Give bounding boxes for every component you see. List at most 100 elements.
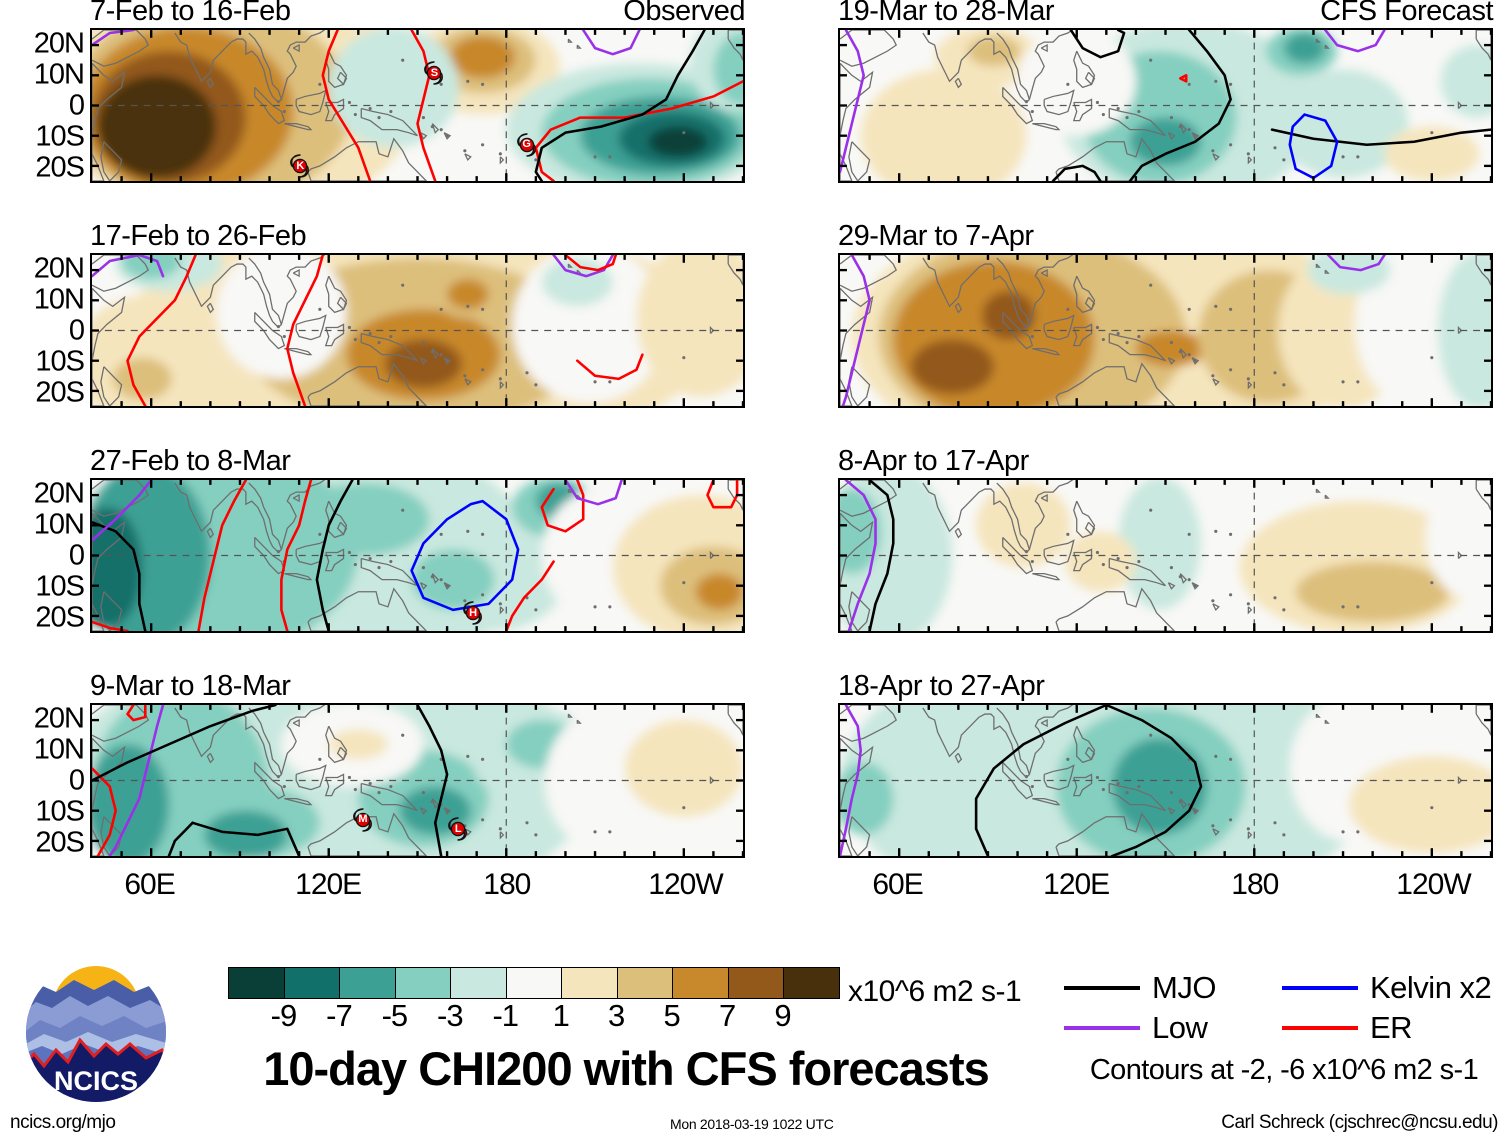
coastlines — [92, 705, 743, 856]
x-tick-label: 120W — [648, 868, 723, 901]
colorbar-tick-label: -7 — [326, 998, 353, 1033]
colorbar-units-label: x10^6 m2 s-1 — [848, 975, 1022, 1008]
y-tick-label: 0 — [68, 764, 85, 796]
panel-title: 8-Apr to 17-Apr — [838, 445, 1029, 477]
map-plot-area — [838, 253, 1493, 408]
x-tick-label: 180 — [1231, 868, 1279, 901]
ncics-logo-text: NCICS — [54, 1066, 138, 1096]
map-plot-area — [838, 703, 1493, 858]
colorbar-tick-label: 7 — [718, 998, 736, 1033]
x-axis-labels: 60E 120E 180 120W — [90, 858, 745, 908]
y-tick-label: 0 — [68, 89, 85, 121]
colorbar-tick-label: -9 — [270, 998, 298, 1033]
map-plot-area: H — [90, 478, 745, 633]
axis-ticks — [92, 705, 743, 856]
colorbar-swatch-1 — [284, 968, 341, 998]
storm-marker: S — [421, 58, 447, 88]
y-tick-label: 10S — [35, 120, 85, 152]
wave-contours — [92, 30, 743, 181]
wave-contours — [844, 480, 895, 631]
anomaly-shading — [851, 255, 1491, 406]
panel-5: 29-Mar to 7-Apr — [838, 221, 1493, 408]
coastlines — [840, 255, 1491, 406]
ncics-logo-icon: NCICS — [26, 962, 166, 1102]
wave-contours — [840, 30, 1491, 181]
axis-ticks — [92, 255, 743, 406]
tropical-cyclone-icon — [353, 807, 372, 832]
legend-label-low: Low — [1152, 1010, 1208, 1045]
colorbar-swatch-3 — [395, 968, 452, 998]
colorbar-tick-label: -1 — [492, 998, 519, 1033]
wave-contours — [92, 255, 644, 406]
y-tick-label: 10S — [35, 795, 85, 827]
ncics-logo: NCICS — [22, 958, 170, 1106]
map-plot-area — [90, 253, 745, 408]
colorbar-swatch-6 — [562, 968, 618, 998]
storm-marker-label: K — [296, 159, 305, 172]
legend-item-kelvin: Kelvin x2 — [1282, 972, 1500, 1004]
contour-note: Contours at -2, -6 x10^6 m2 s-1 — [1089, 1054, 1479, 1086]
x-tick-label: 180 — [483, 868, 531, 901]
y-tick-label: 10S — [35, 570, 85, 602]
low-line-swatch — [1064, 1026, 1140, 1030]
colorbar-swatch-2 — [340, 968, 396, 998]
y-tick-label: 20N — [33, 477, 85, 509]
mjo-line-swatch — [1064, 986, 1140, 990]
panel-7: 18-Apr to 27-Apr 60E 120E 180 120W — [838, 671, 1493, 900]
panel-title: 9-Mar to 18-Mar — [90, 670, 291, 702]
panel-2: 27-Feb to 8-Mar 20N 10N 0 10S 20S H — [34, 446, 745, 633]
colorbar-swatch-0 — [229, 968, 285, 998]
coastlines — [92, 30, 743, 181]
y-tick-label: 20S — [35, 601, 85, 633]
storm-marker: H — [460, 598, 486, 628]
y-tick-label: 10N — [33, 508, 85, 540]
legend-row: Low ER — [1064, 1008, 1504, 1048]
x-tick-label: 120E — [295, 868, 362, 901]
tropical-cyclone-icon — [424, 61, 444, 86]
y-tick-label: 20N — [33, 27, 85, 59]
legend-label-er: ER — [1370, 1010, 1413, 1045]
axis-ticks — [840, 705, 1491, 856]
colorbar-tick-label: -3 — [437, 998, 464, 1033]
tropical-cyclone-icon — [448, 817, 468, 841]
panel-title: 19-Mar to 28-Mar — [838, 0, 1055, 27]
storm-marker-label: S — [430, 66, 439, 79]
y-tick-label: 0 — [68, 314, 85, 346]
y-axis-labels: 20N 10N 0 10S 20S — [4, 703, 90, 858]
legend-label-kelvin: Kelvin x2 — [1370, 970, 1492, 1005]
storm-marker-label: G — [522, 138, 531, 151]
y-tick-label: 20S — [35, 826, 85, 858]
colorbar-group: -9 -7 -5 -3 -1 1 3 5 7 9 — [228, 967, 840, 1033]
coastlines — [840, 30, 1491, 181]
axis-ticks — [92, 30, 743, 181]
map-plot-area: S K G — [90, 28, 745, 183]
storm-marker-label: H — [469, 606, 478, 619]
coastlines — [92, 480, 743, 631]
panel-title: 17-Feb to 26-Feb — [90, 220, 307, 252]
storm-marker: K — [287, 151, 313, 181]
kelvin-line-swatch — [1282, 986, 1358, 990]
coastlines — [92, 255, 743, 406]
panel-3: 9-Mar to 18-Mar 20N 10N 0 10S 20S 60E 120E 180 12… — [34, 671, 745, 900]
wave-contours — [92, 705, 449, 856]
y-tick-label: 10N — [33, 283, 85, 315]
colorbar-swatch-9 — [728, 968, 785, 998]
x-tick-label: 120E — [1043, 868, 1110, 901]
panel-1: 17-Feb to 26-Feb 20N 10N 0 10S 20S — [34, 221, 745, 408]
panel-title: 7-Feb to 16-Feb — [90, 0, 291, 27]
figure-title: 10-day CHI200 with CFS forecasts — [263, 1042, 990, 1095]
footer-website[interactable]: ncics.org/mjo — [10, 1112, 116, 1133]
axis-ticks — [92, 480, 743, 631]
column-header-forecast: CFS Forecast — [1320, 0, 1493, 27]
panel-title: 29-Mar to 7-Apr — [838, 220, 1034, 252]
colorbar-tick-label: 1 — [552, 998, 570, 1033]
legend-row: MJO Kelvin x2 — [1064, 968, 1504, 1008]
x-axis-labels: 60E 120E 180 120W — [838, 858, 1493, 908]
tropical-cyclone-icon — [516, 132, 536, 157]
map-plot-area — [838, 28, 1493, 183]
footer-author[interactable]: Carl Schreck (cjschrec@ncsu.edu) — [1221, 1112, 1498, 1133]
panel-title: 18-Apr to 27-Apr — [838, 670, 1045, 702]
panel-4: 19-Mar to 28-Mar CFS Forecast — [838, 0, 1493, 183]
er-line-swatch — [1282, 1026, 1358, 1030]
